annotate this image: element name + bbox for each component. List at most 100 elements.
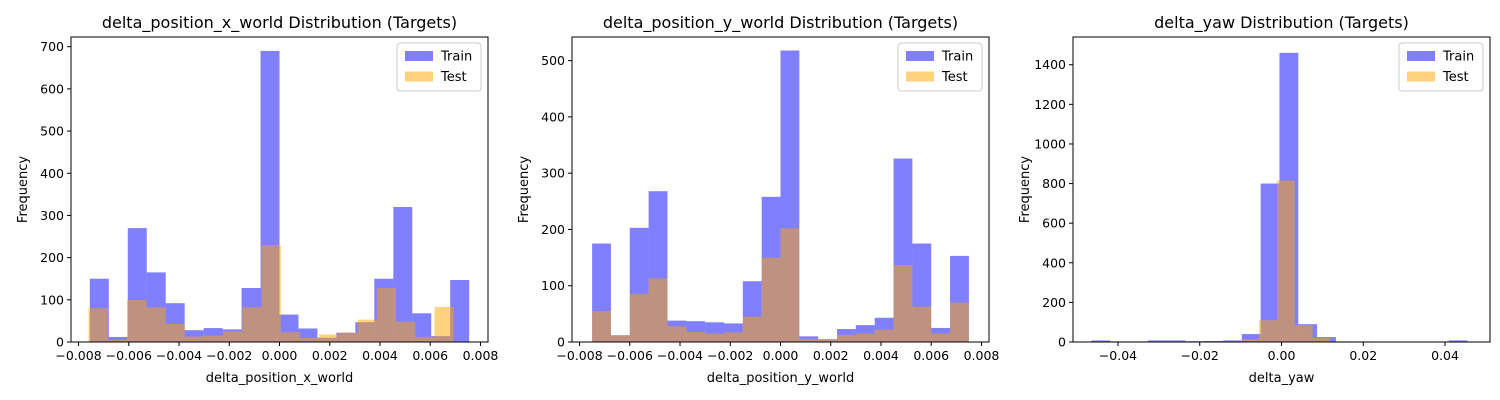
y-tick-label: 0 [557, 335, 565, 350]
legend: Train Test [897, 42, 983, 92]
bar-test [261, 244, 281, 342]
legend-swatch-train [405, 51, 433, 61]
bar-test [912, 306, 932, 342]
bar-test [723, 332, 743, 342]
bar-train [1223, 340, 1242, 342]
x-axis-label: delta_yaw [1249, 371, 1315, 386]
y-tick-label: 400 [40, 166, 64, 181]
bar-train [450, 279, 470, 342]
y-tick-label: 300 [40, 208, 64, 223]
bar-train [108, 336, 128, 342]
bar-test [855, 333, 875, 342]
bar-test [893, 264, 913, 342]
bar-test [742, 316, 762, 342]
bar-train [393, 207, 413, 342]
x-tick-label: −0.002 [707, 348, 753, 363]
bar-test [705, 333, 724, 342]
chart-title: delta_position_x_world Distribution (Tar… [102, 13, 457, 33]
x-tick-label: 0.04 [1431, 348, 1459, 363]
legend-label-train: Train [1442, 50, 1474, 65]
bar-test [165, 323, 185, 342]
bar-test [127, 299, 147, 342]
bar-train [1241, 334, 1261, 342]
x-tick-label: −0.008 [55, 348, 101, 363]
x-tick-label: 0.002 [312, 348, 348, 363]
bar-test [818, 339, 838, 342]
bar-test [242, 307, 262, 342]
y-tick-label: 1200 [1034, 97, 1066, 112]
bar-test [837, 334, 856, 342]
legend-label-test: Test [440, 70, 467, 85]
x-tick-label: −0.04 [1099, 348, 1137, 363]
legend-label-test: Test [941, 70, 968, 85]
bar-test [1277, 180, 1295, 342]
y-tick-label: 0 [1058, 335, 1066, 350]
y-tick-label: 300 [541, 166, 565, 181]
x-tick-label: 0.002 [813, 348, 849, 363]
bar-test [338, 332, 358, 342]
y-tick-label: 400 [1042, 255, 1066, 270]
x-tick-label: −0.006 [106, 348, 152, 363]
y-tick-label: 500 [40, 124, 64, 139]
x-tick-label: −0.004 [156, 348, 202, 363]
y-axis-label: Frequency [1018, 156, 1033, 223]
series-test [1099, 180, 1455, 342]
bar-test [88, 308, 108, 342]
bar-test [203, 335, 224, 342]
bar-test [931, 333, 951, 342]
bar-test [874, 329, 894, 342]
bar-test [1259, 320, 1277, 342]
x-tick-label: 0.000 [763, 348, 799, 363]
y-tick-label: 600 [40, 81, 64, 96]
bar-test [761, 257, 781, 342]
bar-test [686, 331, 706, 342]
legend-swatch-test [405, 71, 433, 82]
y-tick-label: 200 [541, 222, 565, 237]
x-axis-label: delta_position_y_world [707, 371, 854, 386]
y-tick-label: 800 [1042, 176, 1066, 191]
legend-label-train: Train [941, 50, 973, 65]
bar-test [610, 335, 630, 342]
chart-panel-1: −0.008 −0.006 −0.004 −0.002 0.000 0.002 0.004 0… [16, 13, 498, 386]
bar-test [1294, 325, 1313, 342]
bar-train [1091, 340, 1111, 342]
legend-label-test: Test [1442, 70, 1469, 85]
bar-train [1166, 340, 1186, 342]
chart-title: delta_position_y_world Distribution (Tar… [603, 13, 958, 33]
y-tick-label: 400 [541, 109, 565, 124]
bar-test [184, 336, 204, 342]
bar-test [648, 278, 668, 342]
bar-test [299, 337, 320, 342]
y-tick-label: 1400 [1034, 57, 1066, 72]
x-tick-label: −0.006 [607, 348, 653, 363]
x-tick-label: 0.02 [1349, 348, 1377, 363]
bar-test [1241, 339, 1260, 342]
bar-test [357, 319, 377, 342]
bar-test [434, 306, 454, 342]
x-tick-label: 0.000 [262, 348, 298, 363]
y-axis-label: Frequency [16, 156, 31, 223]
bar-train [184, 330, 204, 342]
bar-test [629, 294, 649, 342]
x-tick-label: −0.004 [657, 348, 703, 363]
y-tick-label: 100 [541, 278, 565, 293]
x-tick-label: 0.008 [964, 348, 1000, 363]
bar-test [146, 307, 166, 342]
y-tick-label: 100 [40, 292, 64, 307]
y-tick-label: 1000 [1034, 136, 1066, 151]
bar-test [799, 339, 819, 342]
series-test [88, 244, 454, 342]
bar-test [376, 288, 397, 342]
y-tick-label: 200 [1042, 295, 1066, 310]
bar-test [280, 332, 300, 342]
x-tick-label: 0.006 [412, 348, 448, 363]
y-tick-label: 200 [40, 250, 64, 265]
bar-test [1312, 338, 1331, 342]
x-tick-label: 0.008 [463, 348, 499, 363]
y-axis-label: Frequency [517, 156, 532, 223]
y-tick-label: 700 [40, 39, 64, 54]
bar-test [107, 339, 128, 342]
chart-title: delta_yaw Distribution (Targets) [1154, 13, 1409, 33]
x-tick-label: 0.006 [913, 348, 949, 363]
